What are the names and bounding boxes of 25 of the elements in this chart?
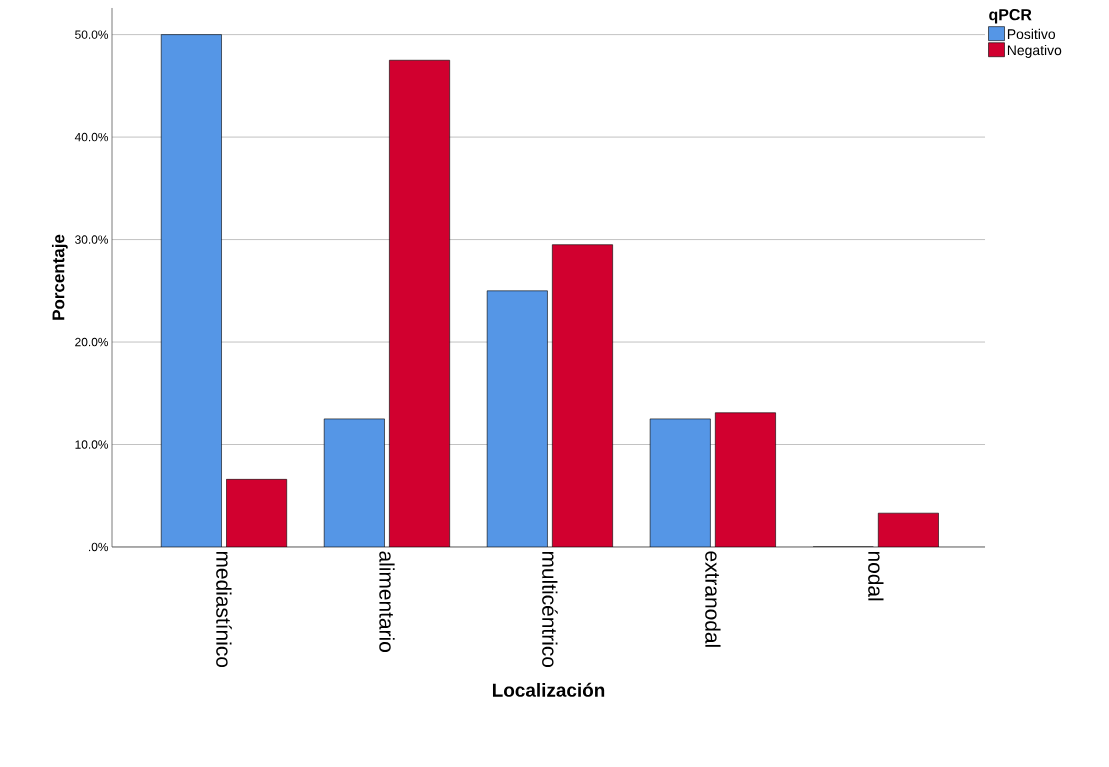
bar	[486, 290, 548, 547]
bar	[160, 34, 222, 547]
bar	[389, 59, 450, 547]
bar	[226, 479, 288, 547]
bar	[877, 512, 939, 547]
x-axis-title: Localización	[492, 682, 605, 697]
legend-label: Positivo	[1007, 28, 1056, 40]
y-tick-label: 40.0%	[74, 132, 109, 142]
y-axis-title: Porcentaje	[51, 234, 68, 320]
legend-label: Negativo	[1007, 44, 1062, 58]
y-tick-label: 30.0%	[75, 235, 109, 244]
y-tick-label: 10.0%	[75, 440, 109, 449]
x-tick-label: mediastínico	[216, 551, 232, 668]
x-tick-label: nodal	[868, 551, 884, 601]
x-tick-label: extranodal	[705, 551, 721, 647]
bar	[715, 412, 776, 547]
x-tick-label: multicéntrico	[542, 551, 558, 668]
bar	[552, 244, 613, 547]
y-tick-label: .0%	[88, 542, 109, 552]
y-tick-label: 20.0%	[75, 337, 109, 347]
bar	[649, 418, 711, 547]
bar	[323, 418, 385, 547]
legend-title: qPCR	[989, 9, 1032, 24]
x-tick-label: alimentario	[379, 551, 395, 652]
y-tick-label: 50.0%	[75, 30, 109, 39]
